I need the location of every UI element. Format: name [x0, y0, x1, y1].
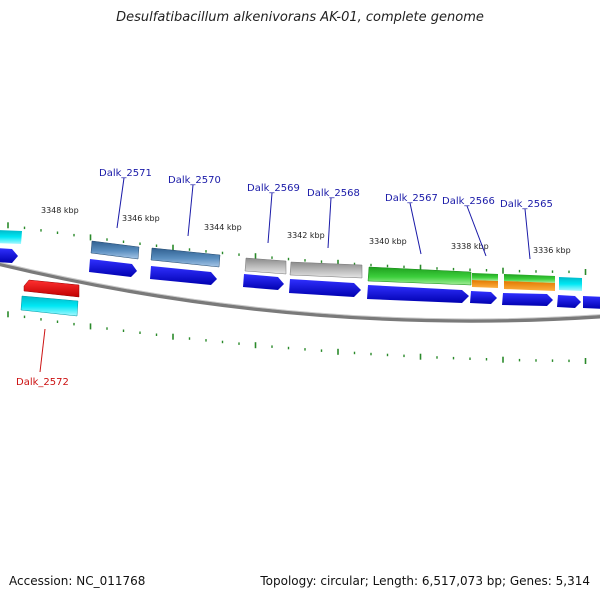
- scale-labels: 3348 kbp 3346 kbp 3344 kbp 3342 kbp 3340…: [41, 206, 571, 255]
- scale-label: 3336 kbp: [533, 246, 571, 255]
- scale-label: 3346 kbp: [122, 214, 160, 223]
- feature-dalk-2565[interactable]: [504, 274, 555, 283]
- cds-arrow[interactable]: [367, 285, 469, 303]
- scale-label: 3342 kbp: [287, 231, 325, 240]
- feature-dalk-2569[interactable]: [244, 257, 287, 275]
- gene-label-dalk-2572[interactable]: Dalk_2572: [16, 377, 69, 388]
- feature-track-outer: [0, 230, 582, 291]
- scale-label: 3348 kbp: [41, 206, 79, 215]
- gene-labels: Dalk_2571 Dalk_2570 Dalk_2569 Dalk_2568 …: [16, 168, 553, 388]
- leader-line: [267, 192, 273, 244]
- gene-label-dalk-2570[interactable]: Dalk_2570: [168, 175, 221, 186]
- feature-dalk-2566-orange[interactable]: [472, 280, 498, 288]
- cds-arrow[interactable]: [289, 279, 361, 297]
- genome-backbone: [0, 262, 600, 323]
- scale-label: 3344 kbp: [204, 223, 242, 232]
- feature-dalk-2567[interactable]: [367, 266, 472, 286]
- cds-arrow[interactable]: [470, 291, 497, 304]
- feature-dalk-2566[interactable]: [472, 273, 498, 281]
- feature-cyan[interactable]: [0, 230, 22, 244]
- inner-scale-ticks: [7, 311, 587, 364]
- leader-line: [327, 197, 332, 249]
- page-title: Desulfatibacillum alkenivorans AK-01, co…: [116, 10, 484, 25]
- feature-dalk-2571[interactable]: [90, 240, 140, 260]
- cds-arrow[interactable]: [0, 248, 18, 263]
- feature-dalk-2570[interactable]: [150, 247, 221, 268]
- gene-label-dalk-2568[interactable]: Dalk_2568: [307, 188, 360, 199]
- feature-dalk-2568[interactable]: [289, 261, 363, 279]
- leader-line: [466, 205, 487, 257]
- gene-label-dalk-2571[interactable]: Dalk_2571: [99, 168, 152, 179]
- cds-arrow[interactable]: [557, 295, 581, 308]
- leader-line: [409, 202, 422, 255]
- leader-line: [187, 184, 194, 237]
- gene-label-dalk-2569[interactable]: Dalk_2569: [247, 183, 300, 194]
- scale-label: 3340 kbp: [369, 237, 407, 246]
- cds-arrow[interactable]: [583, 296, 600, 309]
- scale-label: 3338 kbp: [451, 242, 489, 251]
- cds-arrow[interactable]: [243, 274, 284, 290]
- cds-track: [0, 248, 600, 309]
- leader-line: [39, 328, 46, 373]
- gene-label-dalk-2565[interactable]: Dalk_2565: [500, 199, 553, 210]
- feature-track-inner: [20, 279, 80, 317]
- cds-arrow[interactable]: [89, 259, 137, 277]
- leader-line: [116, 177, 125, 229]
- leader-line: [524, 208, 531, 260]
- gene-label-dalk-2567[interactable]: Dalk_2567: [385, 193, 438, 204]
- cds-arrow[interactable]: [502, 293, 553, 306]
- feature-cyan-right[interactable]: [559, 277, 582, 291]
- cds-arrow[interactable]: [150, 266, 217, 285]
- feature-dalk-2572[interactable]: [23, 279, 80, 298]
- topology-text: Topology: circular; Length: 6,517,073 bp…: [260, 574, 590, 588]
- gene-label-dalk-2566[interactable]: Dalk_2566: [442, 196, 495, 207]
- feature-cyan-inner[interactable]: [20, 295, 79, 317]
- label-leaders: [39, 177, 531, 373]
- feature-dalk-2565-orange[interactable]: [504, 281, 555, 291]
- accession-text: Accession: NC_011768: [9, 574, 146, 588]
- genome-backbone-highlight: [0, 261, 600, 320]
